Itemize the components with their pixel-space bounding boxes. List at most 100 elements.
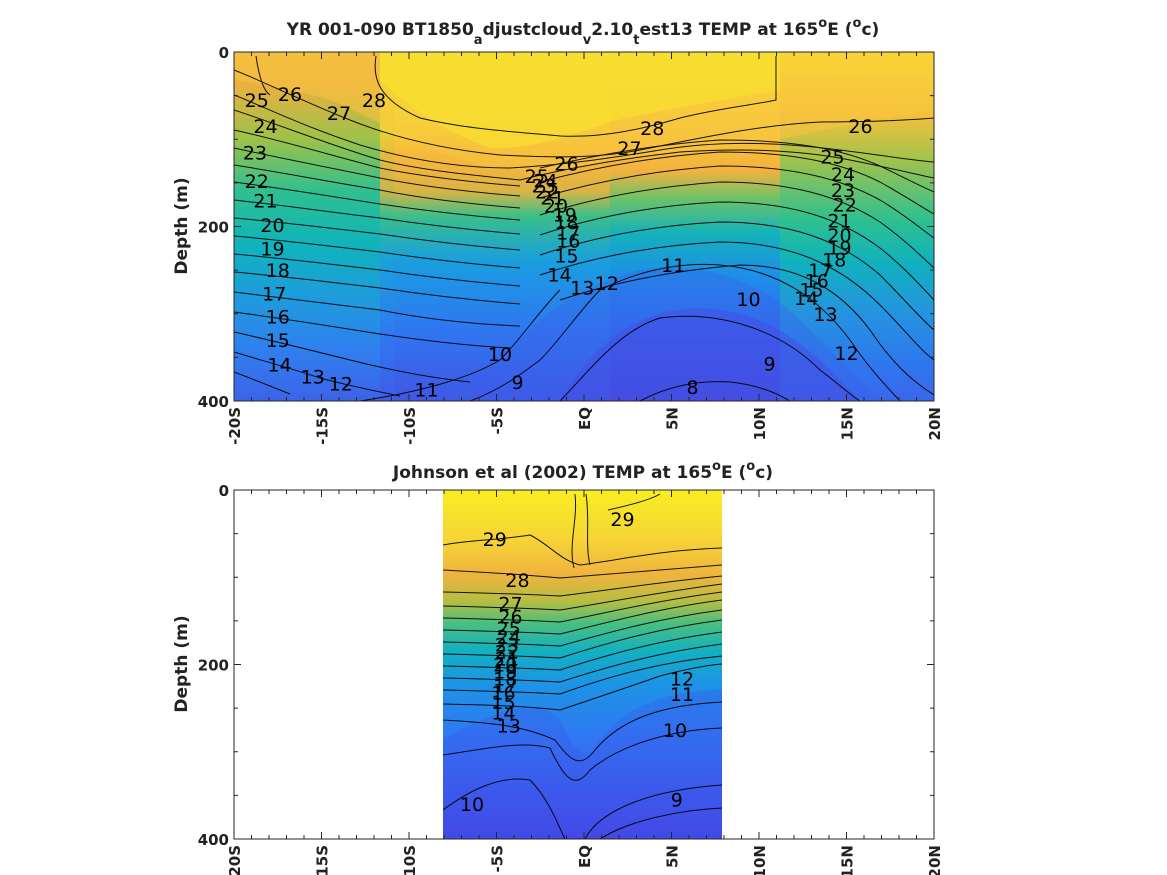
top-contour-label: 19 — [553, 204, 577, 226]
top-contour-label: 28 — [640, 118, 664, 140]
bottom-contour-label: 9 — [671, 790, 683, 812]
top-contour-label: 8 — [686, 377, 698, 399]
top-contour-label: 24 — [533, 170, 557, 192]
top-contour-label: 25 — [525, 166, 549, 188]
top-contour-label: 25 — [820, 147, 844, 169]
bottom-x-tick-label: -5S — [489, 845, 507, 872]
top-contour-label: 22 — [535, 182, 559, 204]
bottom-contour-label: 10 — [663, 720, 687, 742]
top-contour-label: 26 — [554, 154, 578, 176]
top-contour-label: 26 — [278, 84, 302, 106]
bottom-contour-label: 18 — [493, 668, 517, 690]
bottom-x-tick-label: 20N — [926, 845, 944, 875]
top-contour-label: 19 — [827, 237, 851, 259]
bottom-contour-label: 23 — [495, 634, 519, 656]
top-contour-label: 15 — [266, 330, 290, 352]
bottom-contour-label: 27 — [498, 593, 522, 615]
top-x-tick-label: -20S — [226, 407, 244, 445]
top-contour-label: 11 — [661, 255, 685, 277]
bottom-x-tick-label: 15N — [839, 845, 857, 875]
bottom-contour-label: 29 — [610, 509, 634, 531]
top-y-label: Depth (m) — [172, 177, 192, 274]
top-contour-label: 20 — [827, 225, 851, 247]
top-contour-label: 10 — [736, 289, 760, 311]
top-contour-label: 9 — [763, 353, 775, 375]
top-contour-label: 19 — [260, 238, 284, 260]
top-contour-label: 18 — [554, 212, 578, 234]
top-y-axis: 0 200 400 — [198, 44, 934, 411]
top-contour-label: 27 — [327, 103, 351, 125]
bottom-y-tick-label: 200 — [198, 657, 229, 675]
bottom-y-tick-label: 0 — [219, 482, 229, 500]
top-contour-label: 15 — [799, 279, 823, 301]
bottom-x-tick-label: 10N — [751, 845, 769, 875]
bottom-title: Johnson et al (2002) TEMP at 165oE (oc) — [392, 459, 773, 483]
top-contour-label: 22 — [833, 195, 857, 217]
bottom-contour-label: 11 — [670, 684, 694, 706]
top-contour-label: 27 — [617, 138, 641, 160]
top-contour-label: 25 — [245, 90, 269, 112]
top-contour-label: 13 — [813, 304, 837, 326]
bottom-contour-label: 12 — [670, 668, 694, 690]
bottom-contour-label: 28 — [505, 570, 529, 592]
top-y-tick-label: 200 — [198, 219, 229, 237]
top-contour-label: 17 — [808, 260, 832, 282]
bottom-contour-label: 14 — [491, 702, 515, 724]
bottom-contour-label: 19 — [493, 661, 517, 683]
top-contour-label: 23 — [243, 142, 267, 164]
top-x-tick-label: -10S — [401, 407, 419, 445]
top-x-tick-label: -15S — [314, 407, 332, 445]
top-contour-label: 17 — [262, 284, 286, 306]
bottom-x-tick-label: -15S — [314, 845, 332, 875]
bottom-contour-label: 21 — [495, 648, 519, 670]
top-x-axis: -20S -15S -10S -5S EQ 5N 10N 15N 20N — [226, 52, 944, 445]
bottom-x-tick-label: -10S — [401, 845, 419, 875]
top-contour-label: 10 — [488, 344, 512, 366]
bottom-panel: Johnson et al (2002) TEMP at 165oE (oc) — [172, 459, 944, 875]
top-contour-label: 23 — [831, 180, 855, 202]
top-x-tick-label: 15N — [839, 407, 857, 440]
bottom-y-axis: 0 200 400 — [198, 482, 934, 849]
top-contour-label: 16 — [805, 271, 829, 293]
top-y-tick-label: 400 — [198, 393, 229, 411]
top-contour-label: 16 — [266, 306, 290, 328]
top-x-tick-label: 10N — [751, 407, 769, 440]
bottom-x-tick-label: EQ — [576, 845, 594, 868]
top-contour-label: 21 — [540, 188, 564, 210]
bottom-x-axis: -20S -15S -10S -5S EQ 5N 10N 15N 20N — [226, 490, 944, 875]
top-contour-label: 11 — [414, 380, 438, 402]
bottom-x-tick-label: 5N — [664, 845, 682, 868]
bottom-contour-label: 20 — [493, 655, 517, 677]
top-contour-label: 26 — [848, 116, 872, 138]
top-x-tick-label: 20N — [926, 407, 944, 440]
bottom-contour-label: 10 — [460, 794, 484, 816]
bottom-contour-label: 15 — [491, 692, 515, 714]
top-contour-label: 28 — [362, 90, 386, 112]
top-title: YR 001-090 BT1850adjustcloudv2.10test13 … — [286, 16, 880, 48]
top-contour-label: 18 — [822, 250, 846, 272]
top-contour-label: 20 — [544, 196, 568, 218]
top-contour-label: 22 — [245, 171, 269, 193]
bottom-y-label: Depth (m) — [172, 615, 192, 712]
top-contour-label: 14 — [267, 354, 291, 376]
top-contour-label: 21 — [827, 210, 851, 232]
bottom-contour-label: 25 — [497, 618, 521, 640]
top-contour-label: 12 — [329, 374, 353, 396]
top-x-tick-label: -5S — [489, 407, 507, 434]
top-contour-label: 9 — [511, 372, 523, 394]
top-contour-label: 14 — [547, 264, 571, 286]
top-contour-label: 23 — [532, 175, 556, 197]
bottom-contour-label: 13 — [497, 716, 521, 738]
bottom-contour-label: 22 — [495, 641, 519, 663]
top-contour-label: 16 — [556, 230, 580, 252]
bottom-contour-label: 17 — [493, 675, 517, 697]
top-contour-label: 15 — [554, 245, 578, 267]
top-contour-label: 24 — [831, 164, 855, 186]
top-contour-label: 17 — [556, 223, 580, 245]
bottom-contour-label: 26 — [498, 607, 522, 629]
top-contour-label: 18 — [266, 260, 290, 282]
